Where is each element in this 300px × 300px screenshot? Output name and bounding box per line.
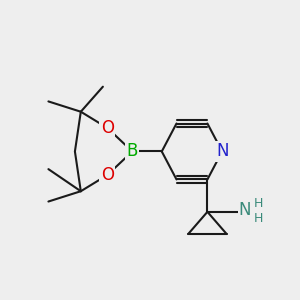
Text: H: H <box>254 197 263 210</box>
Text: O: O <box>101 119 114 137</box>
Text: N: N <box>238 201 251 219</box>
Text: B: B <box>127 142 138 160</box>
Text: O: O <box>101 166 114 184</box>
Text: H: H <box>254 212 263 225</box>
Text: N: N <box>216 142 228 160</box>
